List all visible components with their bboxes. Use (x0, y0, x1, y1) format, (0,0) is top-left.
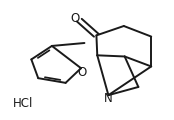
Text: O: O (77, 66, 86, 79)
Text: N: N (104, 92, 112, 105)
Text: HCl: HCl (13, 97, 33, 110)
Text: O: O (70, 12, 80, 25)
